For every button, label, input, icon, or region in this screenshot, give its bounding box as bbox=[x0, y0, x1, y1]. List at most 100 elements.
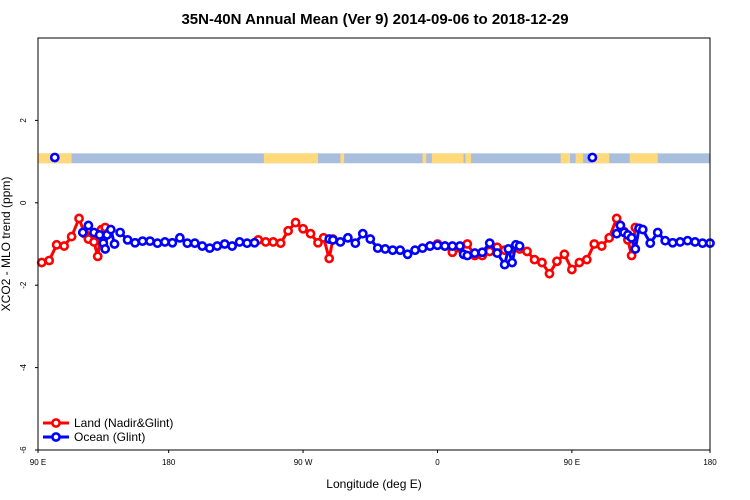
series-layer bbox=[36, 213, 715, 279]
data-point bbox=[313, 237, 323, 248]
data-point bbox=[477, 247, 488, 258]
y-axis-label: XCO2 - MLO trend (ppm) bbox=[0, 177, 13, 312]
data-point bbox=[581, 254, 592, 265]
data-point bbox=[559, 249, 570, 260]
y-axis-ticks: 2 0 -2 -4 -6 bbox=[19, 118, 38, 454]
data-point bbox=[596, 241, 607, 251]
x-tick-label: 180 bbox=[162, 458, 176, 467]
data-point bbox=[66, 231, 77, 242]
data-point bbox=[122, 234, 133, 245]
data-point bbox=[417, 243, 428, 254]
land-strip-segment bbox=[56, 153, 72, 164]
data-point bbox=[529, 254, 540, 265]
data-point bbox=[492, 248, 503, 258]
data-point bbox=[109, 239, 120, 249]
x-tick-label: 180 bbox=[703, 458, 717, 467]
data-point bbox=[145, 236, 155, 247]
legend-marker bbox=[51, 418, 61, 428]
data-point bbox=[298, 223, 308, 234]
data-point bbox=[189, 238, 200, 249]
data-point bbox=[440, 241, 450, 251]
data-point bbox=[227, 241, 238, 251]
data-point bbox=[387, 245, 398, 256]
data-point bbox=[115, 227, 126, 238]
data-point bbox=[604, 232, 615, 243]
data-point bbox=[260, 237, 271, 247]
data-point bbox=[626, 232, 637, 243]
y-tick-label: 2 bbox=[19, 118, 28, 123]
data-point bbox=[204, 243, 215, 254]
data-point bbox=[667, 237, 678, 248]
data-point bbox=[432, 240, 443, 251]
data-point bbox=[100, 244, 111, 254]
data-point bbox=[152, 238, 163, 249]
data-point bbox=[682, 235, 693, 246]
x-tick-label: 90 W bbox=[294, 458, 313, 467]
data-point bbox=[92, 251, 103, 262]
land-strip-segment bbox=[38, 153, 55, 164]
data-point bbox=[522, 246, 532, 257]
legend-marker bbox=[51, 432, 61, 442]
land-strip-segment bbox=[263, 153, 318, 164]
data-point bbox=[566, 264, 577, 275]
data-point bbox=[212, 241, 223, 251]
strip-marker bbox=[587, 152, 598, 163]
data-point bbox=[160, 237, 170, 247]
data-point bbox=[83, 220, 94, 231]
data-point bbox=[130, 237, 140, 248]
data-point bbox=[94, 230, 105, 240]
data-point bbox=[574, 257, 585, 268]
data-point bbox=[167, 237, 178, 248]
data-point bbox=[697, 238, 708, 249]
data-point bbox=[242, 238, 252, 249]
data-point bbox=[425, 241, 435, 251]
chart-title: 35N-40N Annual Mean (Ver 9) 2014-09-06 t… bbox=[181, 11, 568, 28]
data-point bbox=[36, 257, 47, 268]
data-point bbox=[675, 237, 686, 247]
data-point bbox=[514, 241, 525, 251]
data-point bbox=[234, 237, 245, 247]
land-strip-segment bbox=[575, 153, 584, 164]
data-point bbox=[89, 237, 99, 247]
data-point bbox=[290, 217, 301, 228]
data-point bbox=[324, 253, 335, 264]
data-point bbox=[690, 237, 700, 247]
data-point bbox=[537, 257, 547, 268]
data-point bbox=[372, 243, 383, 254]
land-strip-segment bbox=[629, 153, 658, 164]
data-point bbox=[660, 235, 671, 246]
data-point bbox=[365, 234, 376, 244]
data-point bbox=[275, 238, 286, 249]
data-point bbox=[350, 238, 361, 249]
data-point bbox=[137, 236, 148, 247]
data-point bbox=[454, 241, 465, 251]
legend-label: Land (Nadir&Glint) bbox=[74, 416, 173, 430]
data-point bbox=[469, 248, 480, 258]
data-point bbox=[74, 213, 84, 224]
data-point bbox=[77, 227, 88, 238]
data-point bbox=[637, 224, 648, 235]
x-axis-label: Longitude (deg E) bbox=[326, 477, 421, 491]
data-point bbox=[305, 228, 316, 239]
data-point bbox=[611, 228, 622, 239]
series-ocean bbox=[77, 220, 715, 270]
x-tick-label: 90 E bbox=[564, 458, 580, 467]
land-strip-segment bbox=[340, 153, 345, 164]
data-point bbox=[652, 227, 663, 238]
data-point bbox=[105, 224, 116, 235]
data-point bbox=[462, 250, 473, 261]
data-point bbox=[462, 239, 473, 249]
data-point bbox=[395, 245, 406, 256]
data-point bbox=[630, 244, 641, 254]
data-point bbox=[51, 239, 62, 250]
data-point bbox=[174, 232, 185, 243]
data-point bbox=[335, 237, 346, 247]
data-point bbox=[503, 244, 514, 254]
data-point bbox=[507, 257, 518, 268]
data-point bbox=[499, 259, 510, 270]
land-strip-segment bbox=[431, 153, 464, 164]
x-axis-ticks: 90 E 180 90 W 0 90 E 180 bbox=[30, 450, 717, 467]
y-tick-label: -4 bbox=[19, 363, 28, 371]
ocean-strip-band bbox=[38, 153, 710, 164]
